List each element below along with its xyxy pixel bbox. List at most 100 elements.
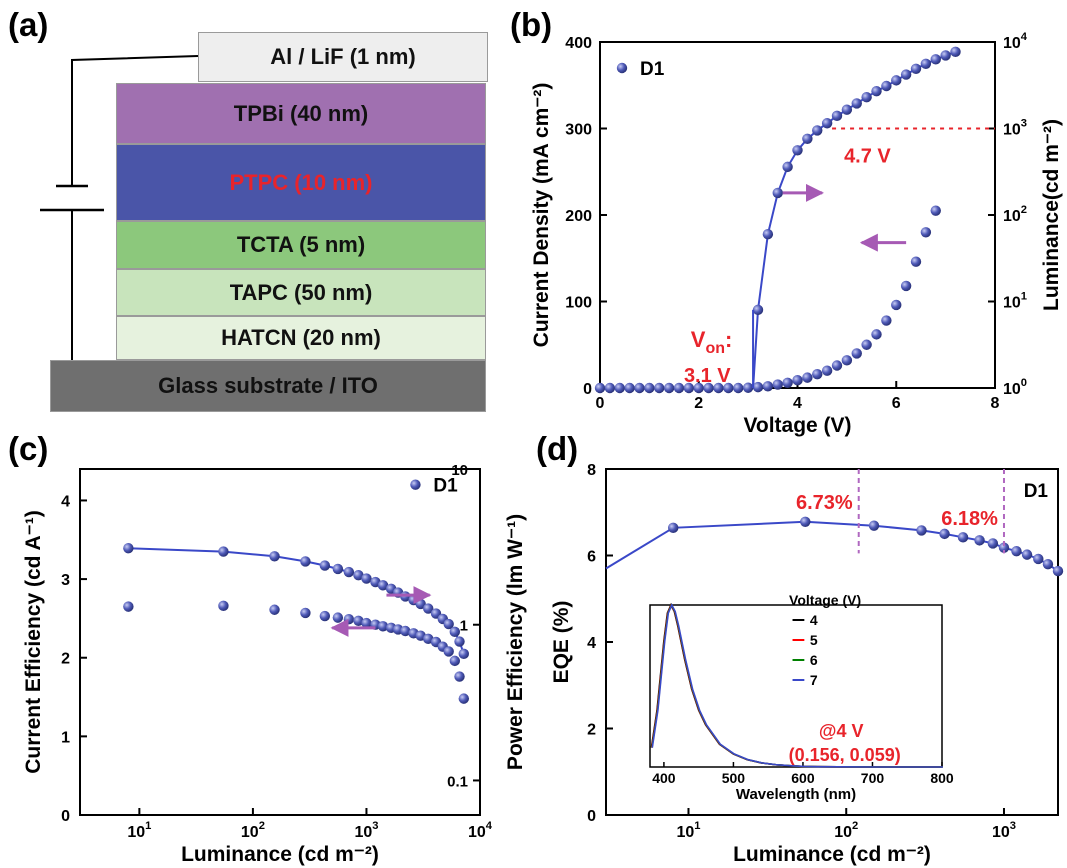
current-density-point	[733, 382, 744, 394]
current-efficiency-point	[443, 646, 454, 657]
spectrum-line-4	[650, 603, 942, 768]
annotation-von-value: 3.1 V	[684, 365, 731, 387]
current-density-point	[851, 348, 862, 359]
layer-label: Al / LiF (1 nm)	[270, 44, 416, 69]
luminance-point	[891, 75, 902, 86]
legend-marker	[616, 62, 628, 74]
power-efficiency-point	[123, 543, 134, 554]
current-density-point	[614, 382, 625, 394]
x-tick-label: 6	[892, 395, 901, 412]
x-tick-label: 102	[241, 820, 265, 841]
y2-tick-label: 101	[1003, 291, 1027, 312]
circuit-wire	[40, 55, 199, 360]
current-density-point	[752, 381, 764, 393]
luminance-point	[831, 110, 843, 122]
power-efficiency-point	[443, 618, 454, 630]
panel-label-d: (d)	[536, 430, 579, 467]
current-density-point	[812, 368, 823, 380]
layer-label: TCTA (5 nm)	[236, 232, 366, 257]
power-efficiency-point	[319, 560, 331, 571]
current-density-point	[841, 355, 853, 366]
power-efficiency-point	[353, 569, 364, 581]
annotation-l1000: 4.7 V	[844, 146, 891, 168]
current-efficiency-point	[458, 693, 470, 704]
power-efficiency-point	[332, 563, 344, 575]
y2-axis-label: Luminance(cd m⁻²)	[1040, 119, 1063, 311]
luminance-point	[900, 69, 912, 80]
power-efficiency-point	[361, 573, 372, 584]
y-tick-label: 0	[61, 808, 70, 825]
current-efficiency-point	[353, 615, 364, 626]
current-density-point	[920, 227, 932, 238]
eqe-point	[998, 542, 1010, 553]
luminance-point	[782, 161, 793, 173]
current-efficiency-point	[400, 625, 411, 637]
inset-x-tick-label: 500	[722, 770, 746, 786]
current-density-point	[713, 382, 724, 394]
luminance-point	[762, 228, 774, 240]
current-efficiency-point	[218, 600, 229, 612]
x-tick-label: 4	[793, 395, 802, 412]
chart-eqe: 101 102 103 0 2 4 6 8 Luminance (cd m⁻²) EQE (%) D…	[550, 462, 1064, 866]
layer-label: Glass substrate / ITO	[158, 373, 378, 398]
spectrum-line-6	[651, 603, 943, 768]
y2-tick-label: 103	[1003, 118, 1027, 139]
inset-x-tick-label: 600	[791, 770, 815, 786]
layer-substrate: Glass substrate / ITO	[50, 360, 486, 412]
spectrum-line-5	[650, 603, 943, 768]
eqe-point	[916, 525, 927, 536]
y-tick-label: 3	[61, 572, 70, 589]
y-axis-label: EQE (%)	[550, 601, 573, 684]
luminance-point	[861, 92, 872, 103]
y2-tick-label: 1	[460, 618, 468, 635]
y-tick-label: 300	[565, 122, 592, 139]
x-tick-label: 102	[834, 820, 858, 841]
eqe-point	[939, 528, 950, 540]
current-density-point	[634, 382, 645, 394]
current-density-point	[654, 382, 665, 394]
luminance-line	[752, 50, 956, 389]
luminance-point	[772, 187, 783, 199]
y2-tick-label: 102	[1003, 204, 1027, 225]
y2-tick-label: 0.1	[447, 773, 468, 790]
current-density-point	[910, 256, 922, 267]
annotation-max-eqe: 6.73%	[796, 492, 853, 514]
panel-label-c: (c)	[8, 430, 49, 467]
legend-label: D1	[1024, 481, 1049, 502]
panel-label-b: (b)	[510, 6, 553, 43]
eqe-point	[1011, 545, 1022, 557]
inset-legend-title: Voltage (V)	[789, 592, 861, 608]
current-density-point	[871, 329, 882, 340]
current-density-point	[703, 382, 714, 394]
luminance-point	[851, 98, 862, 109]
x-tick-label: 101	[676, 820, 700, 841]
y-tick-label: 2	[61, 651, 70, 668]
current-efficiency-point	[377, 621, 389, 632]
power-efficiency-point	[377, 580, 389, 591]
power-efficiency-point	[423, 603, 434, 614]
power-efficiency-point	[300, 556, 311, 567]
inset-legend-label: 4	[810, 612, 818, 628]
y-axis-label: Current Density (mA cm⁻²)	[530, 83, 553, 348]
eqe-point	[868, 520, 880, 531]
x-axis-label: Voltage (V)	[743, 414, 851, 437]
current-density-point	[881, 315, 892, 326]
layer-hatcn: HATCN (20 nm)	[116, 316, 486, 360]
current-density-point	[772, 379, 783, 390]
eqe-point	[1052, 565, 1064, 577]
y2-tick-label: 100	[1003, 377, 1027, 398]
annotation-cie: (0.156, 0.059)	[789, 745, 901, 765]
power-efficiency-point	[458, 648, 470, 660]
layer-label: TAPC (50 nm)	[229, 279, 373, 305]
luminance-point	[950, 46, 961, 58]
current-density-point	[762, 381, 774, 392]
legend-label: D1	[640, 59, 665, 80]
current-density-point	[782, 377, 793, 389]
x-tick-label: 0	[596, 395, 605, 412]
luminance-point	[871, 85, 882, 97]
y-tick-label: 4	[61, 493, 70, 510]
luminance-point	[821, 118, 833, 129]
luminance-point	[910, 63, 922, 74]
power-efficiency-point	[343, 566, 355, 578]
current-density-point	[644, 382, 655, 394]
